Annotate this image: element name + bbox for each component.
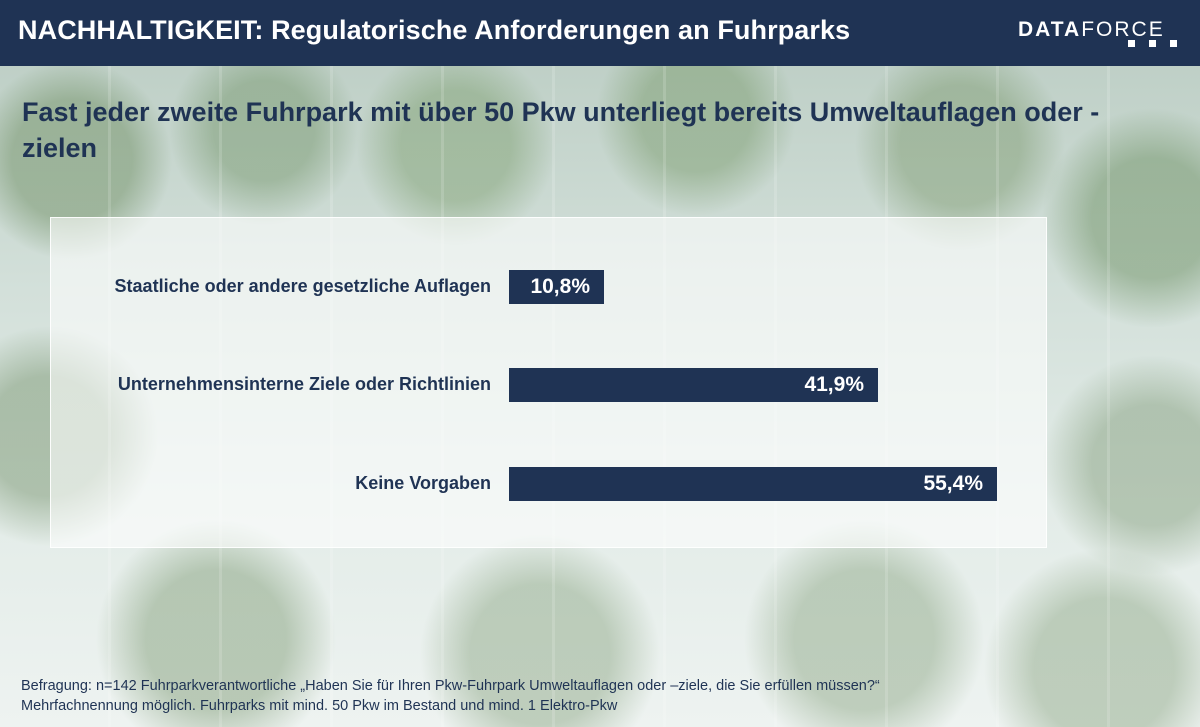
footnote-line-2: Mehrfachnennung möglich. Fuhrparks mit m…: [21, 698, 618, 714]
footnote: Befragung: n=142 Fuhrparkverantwortliche…: [21, 676, 1181, 716]
bar-value-label: 41,9%: [804, 373, 864, 396]
bar: [509, 368, 878, 402]
logo-dots-icon: [1128, 40, 1188, 48]
page-subtitle: Fast jeder zweite Fuhrpark mit über 50 P…: [22, 97, 1100, 163]
bar-value-label: 55,4%: [923, 472, 983, 495]
bar: [509, 467, 997, 501]
header-title: NACHHALTIGKEIT: Regulatorische Anforderu…: [18, 15, 851, 45]
category-label: Unternehmensinterne Ziele oder Richtlini…: [117, 374, 491, 394]
category-label: Keine Vorgaben: [355, 473, 491, 493]
category-label: Staatliche oder andere gesetzliche Aufla…: [114, 276, 491, 296]
dataforce-logo: DATAFORCE: [1018, 18, 1165, 41]
bar: [509, 270, 604, 304]
header-bar: NACHHALTIGKEIT: Regulatorische Anforderu…: [0, 0, 1200, 66]
bar-value-label: 10,8%: [530, 275, 590, 298]
footnote-line-1: Befragung: n=142 Fuhrparkverantwortliche…: [21, 678, 880, 694]
